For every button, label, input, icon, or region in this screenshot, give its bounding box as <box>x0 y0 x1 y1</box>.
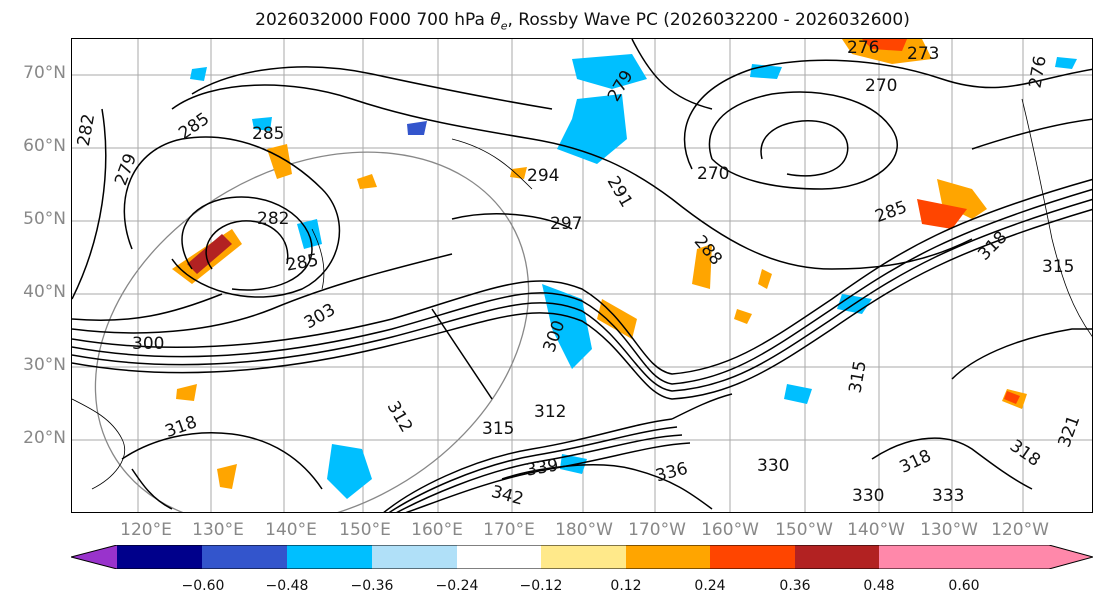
lat-label: 70°N <box>23 63 66 83</box>
contour-label: 300 <box>132 334 164 354</box>
colorbar <box>69 544 1095 570</box>
lon-label: 150°E <box>339 520 391 540</box>
contour-label: 318 <box>162 412 199 442</box>
colorbar-bin <box>372 545 457 569</box>
map-panel: 276 273 270 282 285 279 294 270 285 282 … <box>71 38 1093 513</box>
colorbar-bin <box>202 545 287 569</box>
colorbar-svg <box>69 544 1095 570</box>
lon-label: 170°E <box>483 520 535 540</box>
contour-label: 276 <box>1025 54 1050 89</box>
contour-label: 294 <box>527 166 559 186</box>
lon-label: 140°W <box>847 520 905 540</box>
theta-e-contours <box>72 39 1092 512</box>
contour-label: 315 <box>482 419 514 439</box>
contour-label: 321 <box>1054 413 1084 450</box>
contour-label: 342 <box>489 482 526 510</box>
contour-label: 318 <box>974 228 1011 265</box>
contour-label: 303 <box>301 300 339 334</box>
contour-label: 279 <box>111 151 141 188</box>
colorbar-tick: −0.24 <box>435 578 479 594</box>
colorbar-tick: 0.36 <box>779 578 811 594</box>
lon-label: 160°W <box>701 520 759 540</box>
graticule <box>72 39 1092 512</box>
contour-label: 285 <box>252 124 284 144</box>
lat-label: 30°N <box>23 355 66 375</box>
contour-label: 282 <box>74 112 99 147</box>
lat-label: 40°N <box>23 282 66 302</box>
lon-label: 130°W <box>920 520 978 540</box>
colorbar-bin <box>457 545 541 569</box>
colorbar-tick: −0.60 <box>181 578 225 594</box>
lon-label: 140°E <box>265 520 317 540</box>
contour-label: 312 <box>534 402 566 422</box>
colorbar-bin <box>710 545 795 569</box>
colorbar-bin <box>879 545 964 569</box>
contour-label: 270 <box>865 76 897 96</box>
contour-label: 273 <box>907 44 939 64</box>
colorbar-tick: 0.60 <box>948 578 980 594</box>
contour-label: 336 <box>653 459 690 487</box>
lon-label: 160°E <box>411 520 463 540</box>
colorbar-bin <box>287 545 372 569</box>
coastlines <box>72 98 1092 490</box>
lon-label: 130°E <box>192 520 244 540</box>
lon-label: 120°E <box>120 520 172 540</box>
contour-label: 315 <box>845 359 870 394</box>
wave-ellipse <box>94 151 530 512</box>
lat-label: 20°N <box>23 428 66 448</box>
map-title: 2026032000 F000 700 hPa θe, Rossby Wave … <box>255 10 910 33</box>
colorbar-tick: 0.48 <box>863 578 895 594</box>
lon-label: 120°W <box>991 520 1049 540</box>
contour-label: 297 <box>550 214 582 234</box>
lat-label: 60°N <box>23 136 66 156</box>
contour-label: 312 <box>383 398 417 436</box>
contour-label: 330 <box>852 486 884 506</box>
contour-label: 318 <box>1006 436 1044 471</box>
colorbar-tick: 0.24 <box>694 578 726 594</box>
map-svg: 276 273 270 282 285 279 294 270 285 282 … <box>72 39 1092 512</box>
colorbar-bin <box>626 545 710 569</box>
colorbar-tick: −0.36 <box>350 578 394 594</box>
contour-label: 333 <box>932 486 964 506</box>
colorbar-tick: 0.12 <box>610 578 642 594</box>
colorbar-tick: −0.48 <box>265 578 309 594</box>
contour-label: 291 <box>603 173 637 211</box>
contour-label: 318 <box>897 446 935 478</box>
colorbar-extend-low <box>71 545 117 569</box>
lon-label: 150°W <box>775 520 833 540</box>
shading-negative <box>190 54 1077 499</box>
contour-label: 285 <box>872 197 909 227</box>
contour-label: 282 <box>257 209 289 229</box>
colorbar-bin <box>541 545 626 569</box>
contour-label: 330 <box>757 456 789 476</box>
colorbar-bin <box>117 545 202 569</box>
contour-label: 270 <box>697 164 729 184</box>
colorbar-bin <box>964 545 1049 569</box>
lon-label: 170°W <box>628 520 686 540</box>
contour-label: 315 <box>1042 257 1074 277</box>
colorbar-extend-high <box>1049 545 1093 569</box>
contour-label: 285 <box>285 250 320 275</box>
colorbar-bin <box>795 545 879 569</box>
contour-label: 276 <box>847 39 879 58</box>
lat-label: 50°N <box>23 209 66 229</box>
colorbar-tick: −0.12 <box>519 578 563 594</box>
lon-label: 180°W <box>555 520 613 540</box>
contour-label: 339 <box>525 455 560 480</box>
